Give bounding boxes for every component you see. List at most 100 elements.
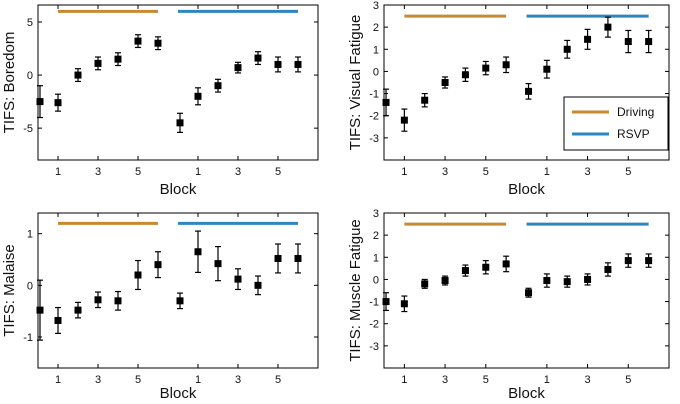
data-point — [400, 300, 408, 308]
x-tick-label: 1 — [195, 166, 201, 178]
data-point — [502, 260, 510, 268]
legend-rsvp-label: RSVP — [617, 127, 650, 141]
data-point — [482, 263, 490, 271]
y-tick-label: -5 — [23, 123, 33, 135]
y-tick-label: 0 — [373, 66, 379, 78]
x-tick-label: 1 — [55, 166, 61, 178]
data-point — [441, 79, 449, 86]
panel-visual-fatigue: -3 -2 -1 0 1 2 3 1 3 5 1 3 5 Block TIFS: Visual Fatigu… — [347, 0, 670, 198]
x-tick-label: 5 — [275, 166, 281, 178]
data-point — [214, 260, 222, 268]
x-axis-title: Block — [508, 385, 545, 402]
y-tick-label: 1 — [373, 252, 379, 264]
y-tick-label: -1 — [369, 297, 379, 309]
legend-driving-label: Driving — [617, 105, 654, 119]
data-point — [543, 65, 551, 73]
data-point — [74, 306, 82, 314]
x-tick-label: 5 — [135, 166, 141, 178]
data-point — [94, 59, 102, 67]
data-point — [604, 23, 612, 31]
data-point — [176, 119, 184, 127]
data-point — [624, 257, 632, 265]
legend-box — [563, 96, 669, 151]
y-tick-label: 1 — [373, 44, 379, 56]
x-tick-label: 3 — [442, 166, 448, 178]
data-point — [54, 99, 62, 107]
data-point — [441, 277, 449, 285]
data-point — [563, 45, 571, 53]
axes-box — [37, 4, 319, 161]
data-point — [400, 116, 408, 124]
panel-boredom: -5 0 5 1 3 5 1 3 5 Block TIFS: Boredom — [1, 4, 319, 198]
data-point — [274, 60, 282, 68]
data-point — [194, 248, 202, 256]
x-tick-label: 3 — [95, 374, 101, 386]
data-point — [234, 64, 242, 72]
y-tick-label: -3 — [369, 133, 379, 145]
axes-box — [383, 4, 670, 161]
x-axis-title: Block — [160, 181, 197, 198]
data-point — [114, 55, 122, 63]
data-point — [134, 37, 142, 45]
y-tick-label: -1 — [23, 332, 33, 344]
data-point — [624, 38, 632, 46]
x-tick-label: 5 — [625, 374, 631, 386]
data-point — [382, 98, 390, 106]
data-point — [461, 71, 469, 79]
y-axis-title: TIFS: Muscle Fatigue — [347, 219, 364, 362]
y-tick-label: -3 — [369, 341, 379, 353]
data-point — [294, 60, 302, 68]
x-tick-label: 3 — [235, 166, 241, 178]
panel-malaise: -1 0 1 1 3 5 1 3 5 Block TIFS: Malaise — [1, 212, 319, 402]
data-point — [584, 35, 592, 43]
data-point — [176, 297, 184, 305]
x-tick-label: 3 — [95, 166, 101, 178]
y-tick-label: 1 — [27, 229, 33, 241]
x-axis-title: Block — [508, 181, 545, 198]
x-tick-label: 5 — [483, 374, 489, 386]
y-tick-label: -1 — [369, 89, 379, 101]
data-point — [645, 38, 653, 46]
y-tick-label: 2 — [373, 22, 379, 34]
x-tick-label: 1 — [544, 166, 550, 178]
data-point — [194, 92, 202, 100]
y-tick-label: 3 — [373, 208, 379, 220]
x-tick-label: 3 — [585, 166, 591, 178]
x-tick-label: 1 — [401, 166, 407, 178]
y-tick-label: 0 — [373, 274, 379, 286]
data-point — [421, 96, 429, 104]
x-tick-label: 3 — [235, 374, 241, 386]
data-point — [482, 64, 490, 72]
data-point — [36, 98, 44, 106]
data-point — [74, 71, 82, 79]
y-tick-label: 0 — [27, 70, 33, 82]
data-point — [604, 265, 612, 273]
data-point — [294, 254, 302, 262]
data-point — [274, 254, 282, 262]
legend: Driving RSVP — [563, 96, 669, 151]
x-tick-label: 1 — [55, 374, 61, 386]
data-point — [543, 277, 551, 285]
y-axis-title: TIFS: Boredom — [1, 32, 18, 134]
data-point — [421, 280, 429, 288]
data-point — [382, 298, 390, 306]
panel-muscle-fatigue: -3 -2 -1 0 1 2 3 1 3 5 1 3 5 Block TIFS: Muscle Fatigu… — [347, 208, 670, 402]
data-point — [234, 275, 242, 283]
x-tick-label: 1 — [195, 374, 201, 386]
y-tick-label: -2 — [369, 319, 379, 331]
y-tick-label: 5 — [27, 17, 33, 29]
y-tick-label: 2 — [373, 230, 379, 242]
x-axis-title: Block — [160, 385, 197, 402]
x-tick-label: 3 — [442, 374, 448, 386]
x-tick-label: 5 — [483, 166, 489, 178]
y-tick-label: -2 — [369, 111, 379, 123]
axes-box — [37, 212, 319, 369]
y-axis-title: TIFS: Malaise — [1, 244, 18, 337]
data-point — [254, 54, 262, 62]
y-tick-label: 0 — [27, 280, 33, 292]
data-point — [154, 261, 162, 269]
data-point — [114, 297, 122, 305]
x-tick-label: 1 — [544, 374, 550, 386]
data-point — [254, 281, 262, 289]
